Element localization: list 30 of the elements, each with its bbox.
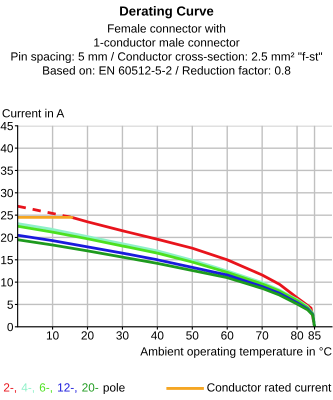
y-tick-label: 20	[0, 234, 14, 242]
x-tick-label: 80	[291, 331, 304, 340]
y-tick-label: 25	[0, 211, 13, 220]
y-tick-label: 0	[7, 322, 14, 332]
x-tick-label: 30	[116, 331, 129, 340]
x-tick-label: 50	[186, 331, 198, 340]
y-axis-title: Current in A	[2, 108, 64, 118]
text: pole	[104, 382, 125, 394]
y-tick-label: 35	[0, 166, 13, 175]
x-tick-label: 10	[46, 331, 59, 340]
y-tick-label: 40	[0, 144, 14, 153]
y-tick-label: 30	[0, 188, 14, 198]
chart-title: Derating Curve	[120, 6, 214, 18]
chart-subtitle: Female connector with 1-conductor male connector Pin spacing: 5 mm / Conductor cross-section: 2.5 mm² "f-st" Based on: EN 60512-5-2 / Reduction factor: 0.8	[11, 24, 322, 75]
text: 4-,	[22, 383, 34, 394]
text: 6-,	[40, 383, 52, 394]
x-tick-label: 20	[82, 331, 94, 340]
x-tick-label: 60	[221, 331, 234, 340]
y-tick-label: 5	[7, 300, 13, 309]
x-tick-label: 70	[256, 331, 268, 340]
text: 12-,	[58, 383, 76, 394]
y-tick-label: 15	[1, 256, 13, 264]
y-tick-label: 10	[1, 278, 14, 287]
y-tick-label: 45	[0, 122, 13, 130]
x-axis-title: Ambient operating temperature in °C	[140, 346, 332, 358]
legend-label: Conductor rated current	[207, 382, 332, 392]
x-tick-label: 40	[151, 331, 164, 340]
x-tick-label: 85	[308, 331, 321, 340]
text: 20-	[82, 383, 98, 392]
text: 2-,	[4, 383, 16, 394]
